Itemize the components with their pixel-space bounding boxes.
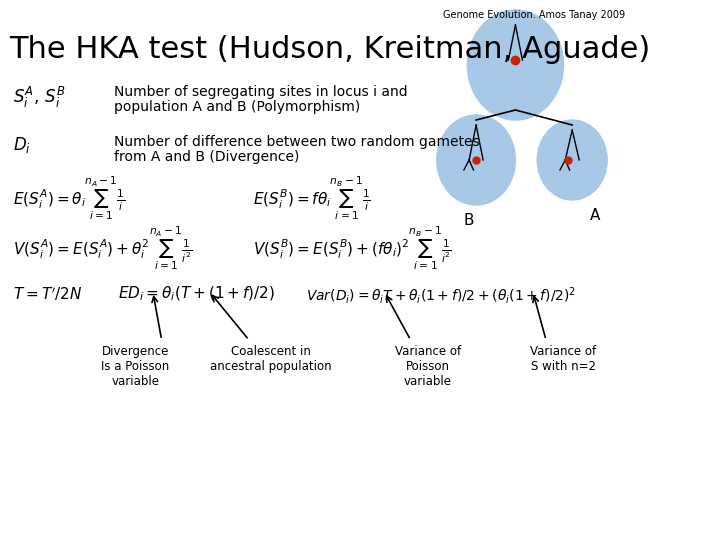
- Text: population A and B (Polymorphism): population A and B (Polymorphism): [114, 100, 360, 114]
- Circle shape: [467, 10, 564, 120]
- Text: B: B: [463, 213, 474, 228]
- Text: $ED_i = \theta_i (T + (1+f)/2)$: $ED_i = \theta_i (T + (1+f)/2)$: [118, 285, 275, 303]
- Text: $E(S_i^B) = f\theta_i \sum_{i=1}^{n_B-1} \frac{1}{i}$: $E(S_i^B) = f\theta_i \sum_{i=1}^{n_B-1}…: [253, 175, 372, 222]
- Text: A: A: [590, 208, 600, 223]
- Text: from A and B (Divergence): from A and B (Divergence): [114, 150, 299, 164]
- Text: Coalescent in
ancestral population: Coalescent in ancestral population: [210, 345, 332, 373]
- Text: $V(S_i^B) = E(S_i^B) + (f\theta_i)^2 \sum_{i=1}^{n_B-1} \frac{1}{i^2}$: $V(S_i^B) = E(S_i^B) + (f\theta_i)^2 \su…: [253, 225, 452, 272]
- Text: Variance of
S with n=2: Variance of S with n=2: [531, 345, 597, 373]
- Circle shape: [537, 120, 607, 200]
- Circle shape: [437, 115, 516, 205]
- Text: $T = T^{\prime} / 2N$: $T = T^{\prime} / 2N$: [13, 285, 82, 302]
- Text: Number of segregating sites in locus i and: Number of segregating sites in locus i a…: [114, 85, 408, 99]
- Text: $E(S_i^A) = \theta_i \sum_{i=1}^{n_A-1} \frac{1}{i}$: $E(S_i^A) = \theta_i \sum_{i=1}^{n_A-1} …: [13, 175, 125, 222]
- Text: Number of difference between two random gametes: Number of difference between two random …: [114, 135, 480, 149]
- Text: Variance of
Poisson
variable: Variance of Poisson variable: [395, 345, 461, 388]
- Text: Divergence
Is a Poisson
variable: Divergence Is a Poisson variable: [102, 345, 169, 388]
- Text: $D_i$: $D_i$: [13, 135, 31, 155]
- Text: $S_i^A,\, S_i^B$: $S_i^A,\, S_i^B$: [13, 85, 66, 110]
- Text: $Var(D_i) = \theta_i T + \theta_i (1+f)/2 + (\theta_i (1+f)/2)^2$: $Var(D_i) = \theta_i T + \theta_i (1+f)/…: [306, 285, 576, 306]
- Text: The HKA test (Hudson, Kreitman, Aguade): The HKA test (Hudson, Kreitman, Aguade): [9, 35, 650, 64]
- Text: Genome Evolution. Amos Tanay 2009: Genome Evolution. Amos Tanay 2009: [443, 10, 625, 20]
- Text: $V(S_i^A) = E(S_i^A) + \theta_i^2 \sum_{i=1}^{n_A-1} \frac{1}{i^2}$: $V(S_i^A) = E(S_i^A) + \theta_i^2 \sum_{…: [13, 225, 192, 272]
